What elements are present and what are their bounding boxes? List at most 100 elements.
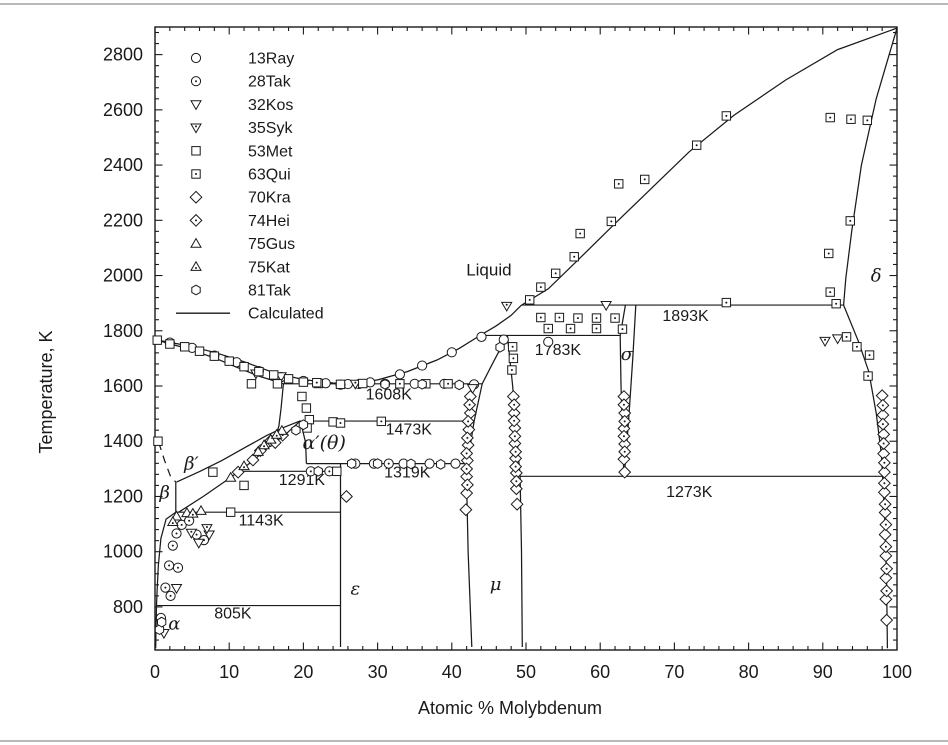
data-point-dot bbox=[513, 403, 516, 406]
x-tick-label: 80 bbox=[739, 662, 759, 682]
phase-label-α′(θ): α′(θ) bbox=[302, 432, 345, 454]
data-point bbox=[332, 466, 342, 477]
legend-row-32Kos: 32Kos bbox=[190, 97, 293, 114]
data-point bbox=[454, 379, 464, 391]
x-tick-label: 90 bbox=[813, 662, 833, 682]
invariant-label-1291K: 1291K bbox=[279, 472, 326, 489]
invariant-label-805K: 805K bbox=[214, 606, 252, 623]
y-tick-label: 2200 bbox=[103, 210, 143, 230]
data-point-dot bbox=[849, 118, 852, 121]
data-point bbox=[275, 372, 288, 383]
data-point bbox=[349, 379, 362, 390]
data-point-dot bbox=[881, 423, 884, 426]
data-point bbox=[258, 439, 270, 450]
phase-label-Liquid: Liquid bbox=[466, 261, 511, 280]
data-point-dot bbox=[595, 317, 598, 320]
data-point bbox=[476, 331, 487, 342]
data-point-dot bbox=[510, 368, 513, 371]
data-point-dot bbox=[387, 462, 390, 465]
invariant-label-1143K: 1143K bbox=[239, 513, 284, 530]
x-tick-label: 30 bbox=[368, 662, 388, 682]
x-tick-label: 40 bbox=[442, 662, 462, 682]
data-point-dot bbox=[263, 445, 266, 448]
legend-label: 75Kat bbox=[248, 259, 290, 276]
data-point-dot bbox=[855, 345, 858, 348]
x-tick-label: 70 bbox=[664, 662, 684, 682]
data-point-dot bbox=[195, 173, 197, 175]
data-point bbox=[195, 504, 207, 515]
data-point bbox=[495, 341, 505, 353]
page-bottom-rule bbox=[0, 740, 948, 742]
legend-label: Calculated bbox=[248, 306, 324, 323]
legend-row-53Met: 53Met bbox=[191, 143, 293, 160]
data-point-dot bbox=[315, 381, 318, 384]
data-point-dot bbox=[573, 255, 576, 258]
data-point-dot bbox=[177, 566, 180, 569]
data-point bbox=[276, 424, 288, 435]
series-32Kos bbox=[158, 300, 844, 640]
data-point bbox=[297, 391, 307, 402]
data-point bbox=[254, 366, 264, 377]
data-point-dot bbox=[528, 298, 531, 301]
data-point-dot bbox=[622, 435, 625, 438]
page-top-rule bbox=[0, 3, 948, 5]
data-point-dot bbox=[695, 144, 698, 147]
data-point bbox=[153, 436, 163, 446]
series-81Tak bbox=[154, 341, 505, 635]
data-point-dot bbox=[467, 420, 470, 423]
data-point bbox=[191, 146, 201, 156]
data-point-dot bbox=[354, 381, 357, 384]
phase-labels: Liquid α β β′ α′(θ) ε μ σ δ bbox=[158, 261, 881, 635]
y-tick-label: 1400 bbox=[103, 431, 143, 451]
x-axis-title: Atomic % Molybdenum bbox=[418, 698, 602, 718]
legend: 13Ray 28Tak 32Kos 35Syk 53Met 63Qui 70Kra 74Hei… bbox=[176, 51, 324, 323]
data-point-dot bbox=[195, 533, 198, 536]
data-point-dot bbox=[275, 434, 278, 437]
y-tick-label: 1800 bbox=[103, 321, 143, 341]
data-point-dot bbox=[576, 317, 579, 320]
x-tick-label: 100 bbox=[882, 662, 912, 682]
data-point-dot bbox=[885, 589, 888, 592]
data-point bbox=[239, 480, 249, 491]
data-point bbox=[186, 507, 199, 518]
series-53Met bbox=[152, 335, 368, 517]
data-point bbox=[877, 485, 891, 499]
data-point bbox=[190, 237, 202, 248]
data-point bbox=[283, 374, 294, 384]
data-point-dot bbox=[339, 422, 342, 425]
y-tick-label: 2600 bbox=[103, 100, 143, 120]
data-point bbox=[189, 190, 203, 204]
data-point-dot bbox=[554, 272, 557, 275]
legend-row-63Qui: 63Qui bbox=[191, 167, 291, 184]
invariant-lines: 1893K 1783K 1608K 1473K 1319K 1291K 1143K 805K 1… bbox=[156, 304, 885, 623]
data-point bbox=[313, 465, 323, 477]
legend-row-81Tak: 81Tak bbox=[191, 283, 292, 300]
data-point-dot bbox=[623, 420, 626, 423]
boundary-alpha-solvus bbox=[155, 511, 177, 649]
data-point-dot bbox=[617, 182, 620, 185]
boundary-bcc-solidus bbox=[842, 27, 898, 306]
data-point-dot bbox=[866, 119, 869, 122]
legend-row-13Ray: 13Ray bbox=[190, 51, 294, 68]
legend-row-75Kat: 75Kat bbox=[190, 259, 290, 276]
data-point-dot bbox=[595, 327, 598, 330]
data-point-dot bbox=[884, 523, 887, 526]
data-point bbox=[190, 52, 202, 64]
y-tick-label: 2000 bbox=[103, 266, 143, 286]
data-point-dot bbox=[243, 466, 246, 469]
data-point bbox=[192, 538, 205, 549]
data-point-dot bbox=[190, 530, 193, 533]
boundary-liquidus-right bbox=[521, 27, 898, 306]
data-point bbox=[417, 360, 428, 371]
data-point bbox=[252, 445, 265, 456]
data-point-dot bbox=[466, 483, 469, 486]
data-point-dot bbox=[515, 480, 518, 483]
data-point-dot bbox=[868, 354, 871, 357]
legend-label: 32Kos bbox=[248, 97, 293, 114]
legend-label: 53Met bbox=[248, 143, 293, 160]
phase-label-β′: β′ bbox=[183, 453, 199, 474]
x-tick-label: 60 bbox=[590, 662, 610, 682]
data-point bbox=[879, 592, 893, 606]
data-point bbox=[380, 378, 390, 390]
data-point bbox=[372, 458, 383, 469]
